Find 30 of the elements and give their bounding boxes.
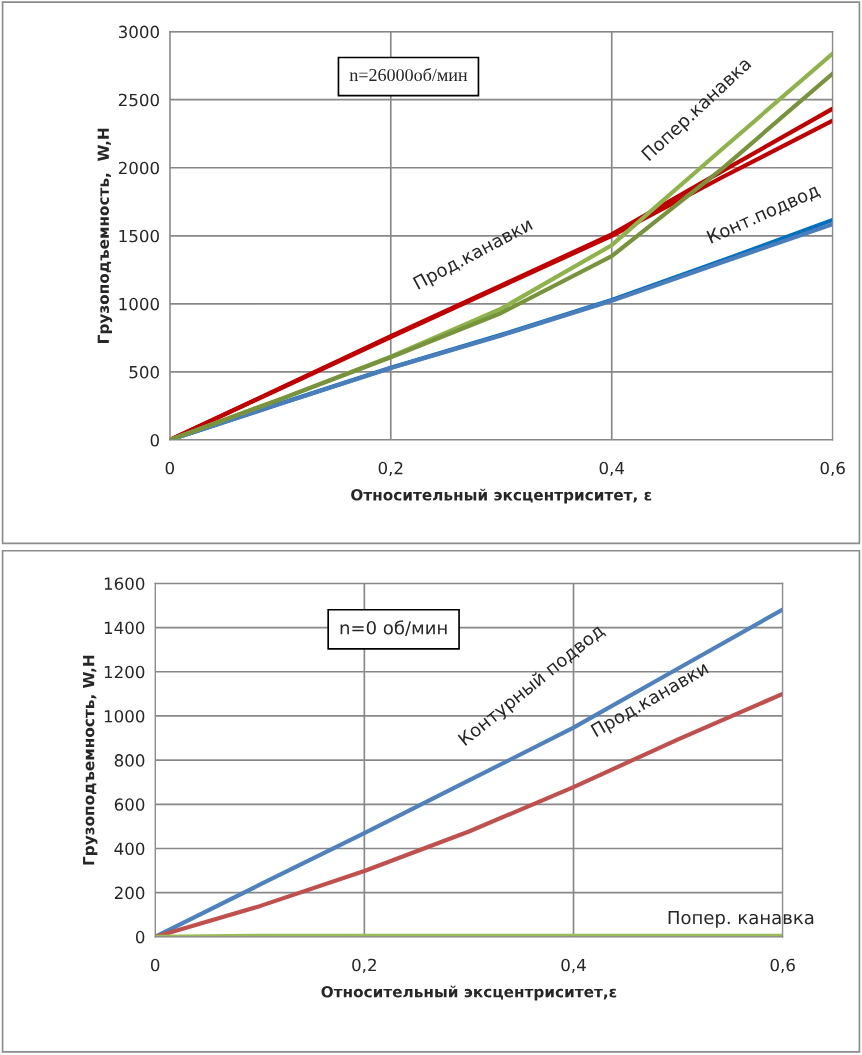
x-axis-title: Относительный эксцентриситет, ε bbox=[351, 488, 652, 504]
x-tick-label: 0,4 bbox=[599, 461, 625, 477]
annotation: Попер. канавка bbox=[668, 910, 814, 928]
y-tick-label: 2000 bbox=[118, 161, 159, 175]
y-tick-label: 2500 bbox=[118, 93, 159, 107]
annotation: n=26000об/мин bbox=[349, 67, 468, 82]
y-tick-label: 1000 bbox=[119, 297, 159, 311]
y-axis-title: Грузоподъемность, W,Н bbox=[97, 128, 113, 343]
x-tick-label: 0 bbox=[165, 461, 175, 475]
annotation: n=0 об/мин bbox=[340, 620, 447, 637]
y-tick-label: 1600 bbox=[104, 577, 145, 590]
y-axis-title: Грузоподъемность, W,Н bbox=[83, 655, 98, 865]
y-tick-label: 3000 bbox=[118, 25, 159, 39]
x-tick-label: 0,6 bbox=[820, 461, 845, 477]
y-tick-label: 1000 bbox=[104, 709, 145, 723]
x-tick-label: 0,2 bbox=[378, 461, 403, 477]
x-tick-label: 0,2 bbox=[352, 958, 376, 973]
y-tick-label: 1400 bbox=[104, 621, 145, 635]
x-tick-label: 0,6 bbox=[770, 958, 795, 973]
y-tick-label: 800 bbox=[114, 754, 145, 767]
x-tick-label: 0,4 bbox=[561, 958, 586, 973]
y-tick-label: 0 bbox=[135, 930, 145, 944]
y-tick-label: 1200 bbox=[104, 665, 145, 679]
y-tick-label: 1500 bbox=[119, 229, 159, 243]
y-tick-label: 600 bbox=[114, 798, 145, 811]
y-tick-label: 500 bbox=[129, 365, 159, 379]
y-tick-label: 0 bbox=[150, 433, 159, 447]
y-tick-label: 200 bbox=[114, 886, 145, 900]
y-tick-label: 400 bbox=[114, 842, 145, 856]
x-axis-title: Относительный эксцентриситет,ε bbox=[321, 985, 617, 1001]
